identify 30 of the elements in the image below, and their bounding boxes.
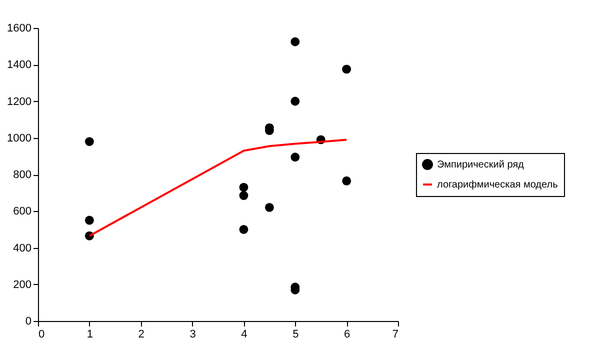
- x-tick-label: 3: [190, 328, 196, 340]
- y-tick-label: 600: [13, 206, 32, 218]
- x-tick-label: 6: [344, 328, 350, 340]
- x-tick-label: 1: [86, 328, 93, 340]
- point: [239, 224, 248, 234]
- y-tick-label: 1600: [7, 22, 32, 34]
- point: [84, 216, 94, 225]
- point: [84, 137, 94, 146]
- y-tick-label: 1000: [7, 132, 32, 144]
- point: [290, 152, 300, 162]
- y-tick-label: 800: [13, 169, 32, 181]
- y-tick-label: 1400: [7, 59, 32, 72]
- point: [290, 96, 300, 106]
- point: [264, 203, 274, 212]
- point: [342, 176, 352, 186]
- y-tick-label: 400: [13, 242, 32, 254]
- y-tick-label: 0: [25, 316, 32, 328]
- y-tick-label: 200: [13, 278, 32, 291]
- x-tick-label: 4: [241, 328, 248, 340]
- y-tick-label: 1200: [7, 96, 32, 108]
- x-tick-label: 2: [138, 328, 144, 340]
- legend-label: логарифмическая модель: [437, 180, 558, 190]
- point: [239, 191, 248, 200]
- x-tick-label: 7: [392, 328, 398, 340]
- point: [342, 64, 352, 74]
- point: [239, 182, 248, 192]
- x-tick-label: 5: [292, 328, 299, 340]
- legend-label: Эмпирический ряд: [437, 160, 524, 170]
- point: [290, 37, 300, 46]
- x-tick-label: 0: [38, 328, 45, 340]
